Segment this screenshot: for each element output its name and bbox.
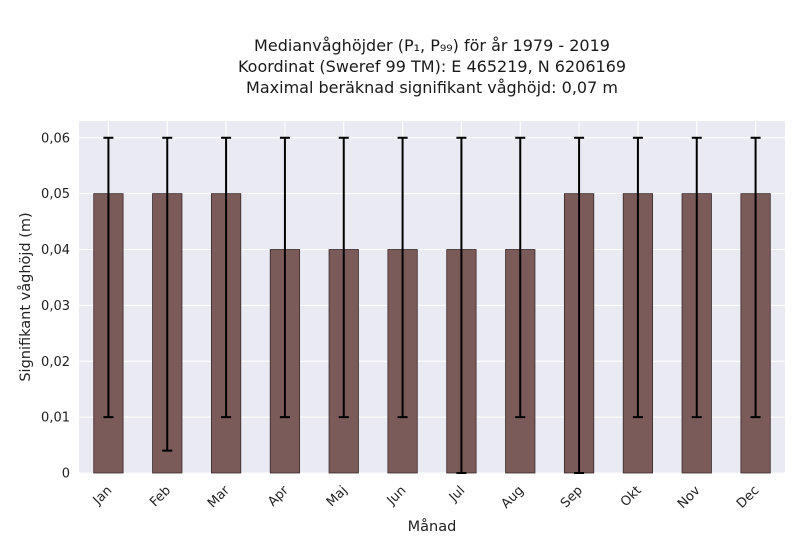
x-tick-label-okt: Okt [618,483,645,510]
x-tick-label-dec: Dec [734,483,762,511]
error-bar-apr [279,136,290,419]
x-tick-label-jan: Jan [90,483,115,508]
error-bar-aug [515,136,526,419]
y-tick-label: 0,04 [41,243,70,258]
error-bar-maj [338,136,349,419]
error-bar-jan [103,136,114,419]
x-tick-label-feb: Feb [147,483,174,510]
y-tick-label: 0 [62,467,70,482]
error-bar-okt [632,136,643,419]
error-bar-dec [750,136,761,419]
error-bar-feb [162,136,173,452]
error-bars [103,136,761,474]
error-bar-nov [691,136,702,419]
x-axis-label: Månad [408,518,457,535]
chart-title: Medianvåghöjder (P₁, P₉₉) för år 1979 - … [254,36,610,55]
chart-subtitle-max-height: Maximal beräknad signifikant våghöjd: 0,… [246,78,618,97]
x-tick-label-aug: Aug [499,483,528,512]
error-bar-jun [397,136,408,419]
y-axis-label: Signifikant våghöjd (m) [17,212,34,381]
y-tick-label: 0,03 [41,299,70,314]
chart-title-block: Medianvåghöjder (P₁, P₉₉) för år 1979 - … [79,35,785,98]
error-bar-mar [221,136,232,419]
error-bar-jul [456,136,467,474]
y-axis-ticks: 0 0,01 0,02 0,03 0,04 0,05 0,06 [41,131,70,481]
y-tick-label: 0,02 [41,355,70,370]
error-bar-sep [574,136,585,474]
y-tick-label: 0,06 [41,131,70,146]
x-tick-label-maj: Maj [324,483,351,510]
y-tick-label: 0,05 [41,187,70,202]
x-tick-label-nov: Nov [675,483,704,512]
plot-area [79,121,785,473]
x-tick-label-jun: Jun [384,483,410,509]
x-axis-ticks: Jan Feb Mar Apr Maj Jun Jul Aug Sep Okt Nov Dec [90,483,763,512]
chart-subtitle-coordinates: Koordinat (Sweref 99 TM): E 465219, N 62… [237,57,627,76]
x-tick-label-sep: Sep [558,483,586,511]
x-tick-label-apr: Apr [265,483,292,510]
x-tick-label-jul: Jul [446,483,468,505]
x-tick-label-mar: Mar [205,483,233,511]
y-tick-label: 0,01 [41,411,70,426]
